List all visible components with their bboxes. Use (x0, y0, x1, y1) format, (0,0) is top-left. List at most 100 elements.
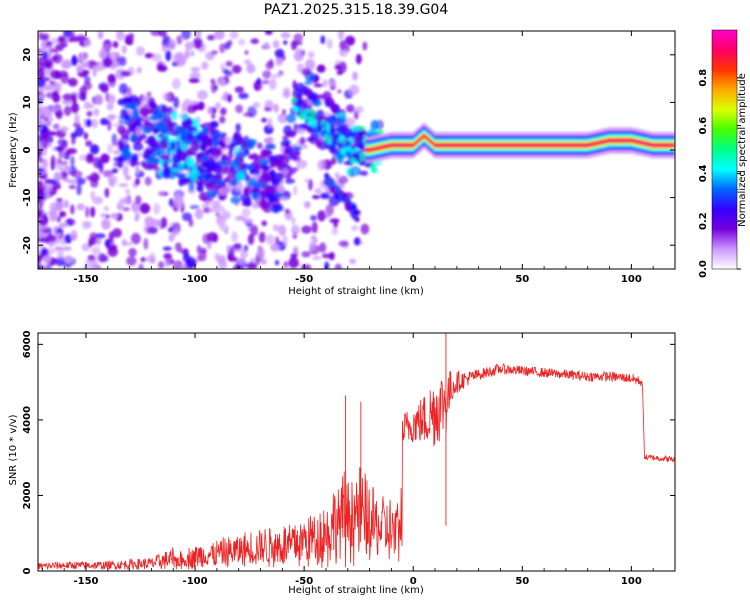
spectrogram-noise-blob (122, 165, 129, 177)
spectrogram-noise-blob (150, 31, 161, 37)
spectrogram-ridge-core (439, 139, 675, 146)
colorbar-ticks: 0.0 0.2 0.4 0.6 0.8 (698, 69, 741, 278)
spectrogram-noise-blob (280, 32, 291, 39)
spectrogram-noise-blob (38, 181, 44, 193)
spectrogram-noise-blob (42, 158, 49, 169)
spectrogram-noise-blob (151, 53, 162, 62)
spectrogram-noise-blob (171, 78, 181, 90)
colorbar-bar (711, 29, 738, 270)
spectrogram-noise-blob (261, 220, 268, 227)
spectrogram-noise-blob (261, 117, 268, 123)
x-tick-label: -100 (183, 274, 208, 285)
spectrogram-ridge-blob (152, 109, 161, 114)
spectrogram-noise-blob (210, 113, 216, 119)
spectrogram-ridge-blob (322, 79, 328, 88)
spectrogram-ridge-blob (163, 165, 171, 176)
spectrogram-ridge-blob (346, 167, 352, 177)
spectrogram-noise-blob (283, 261, 288, 269)
spectrogram-noise-blob (59, 144, 66, 152)
spectrogram-ridge-blob (256, 142, 263, 149)
spectrogram-noise-blob (181, 212, 193, 222)
spectrogram-streak-blob (325, 122, 331, 129)
spectrogram-noise-blob (311, 221, 318, 234)
spectrogram-noise-blob (74, 113, 80, 125)
spectrogram-ridge-blob (371, 167, 378, 174)
spectrogram-noise-blob (220, 78, 227, 87)
spectrogram-noise-blob (231, 64, 242, 74)
spectrogram-noise-blob (118, 83, 128, 95)
spectrogram-noise-blob (235, 104, 244, 114)
spectrogram-noise-blob (68, 184, 77, 190)
spectrogram-noise-blob (68, 179, 77, 185)
spectrogram-noise-blob (70, 204, 75, 215)
spectrogram-noise-blob (134, 177, 140, 186)
spectrogram-streak-blob (330, 179, 336, 186)
spectrogram-noise-blob (219, 224, 230, 232)
spectrogram-ridge-blob (199, 144, 206, 151)
spectrogram-ridge-blob (258, 191, 266, 196)
spectrogram-noise-blob (157, 261, 165, 269)
spectrogram-noise-blob (77, 34, 86, 40)
spectrogram-noise-blob (345, 104, 355, 113)
spectrogram-noise-blob (210, 50, 218, 55)
spectrogram-noise-blob (107, 175, 118, 185)
spectrogram-ridge-blob (131, 161, 141, 167)
spectrogram-noise-blob (111, 168, 119, 174)
spectrogram-ridge-blob (314, 94, 326, 99)
spectrogram-noise-blob (163, 253, 173, 260)
spectrogram-noise-blob (283, 40, 288, 45)
spectrogram-noise-blob (217, 215, 224, 224)
spectrogram-ridge-blob (159, 154, 171, 161)
x-tick-label: 100 (621, 576, 642, 587)
spectrogram-noise-blob (162, 246, 172, 251)
spectrogram-noise-blob (80, 53, 87, 61)
spectrogram-noise-blob (226, 93, 233, 103)
spectrogram-ridge-blob (135, 126, 142, 137)
spectrogram-ridge-blob (264, 144, 276, 150)
spectrogram-noise-blob (75, 177, 86, 186)
spectrogram-streak-blob (316, 115, 322, 122)
spectrogram-ridge-blob (180, 114, 189, 121)
spectrogram-noise-blob (227, 249, 235, 260)
spectrogram-noise-blob (293, 185, 298, 196)
spectrogram-noise-blob (40, 249, 49, 257)
spectrogram-ridge-blob (129, 102, 138, 110)
spectrogram-noise-blob (59, 165, 64, 173)
spectrogram-noise-blob (140, 257, 147, 262)
spectrogram-noise-blob (126, 256, 137, 266)
spectrogram-noise-blob (96, 159, 104, 170)
spectrogram-noise-blob (281, 109, 286, 116)
spectrogram-noise-blob (318, 64, 324, 72)
spectrogram-ridge-blob (202, 160, 211, 169)
spectrogram-noise-blob (219, 107, 227, 116)
spectrogram-ridge-blob (212, 132, 223, 139)
spectrogram-ridge-blob (190, 142, 200, 151)
spectrogram-noise-blob (38, 67, 46, 79)
spectrogram-noise-blob (300, 264, 312, 269)
spectrogram-noise-blob (90, 190, 95, 200)
spectrogram-ridge-blob (243, 185, 253, 196)
spectrogram-noise-blob (38, 140, 43, 151)
spectrogram-noise-blob (81, 243, 91, 252)
spectrogram-ridge-blob (204, 174, 210, 181)
colorbar-tick-label: 0.8 (698, 69, 709, 87)
spectrogram-noise-blob (205, 200, 211, 206)
chart-title: PAZ1.2025.315.18.39.G04 (264, 2, 449, 18)
spectrogram-noise-blob (190, 66, 201, 72)
snr-panel: -150 -100 -50 0 50 100 0 2000 4000 6000 Height o… (8, 330, 676, 596)
spectrogram-ridge-blob (279, 155, 290, 166)
spectrogram-noise-blob (243, 59, 252, 65)
spectrogram-noise-blob (250, 224, 259, 237)
spectrogram-noise-blob (92, 196, 104, 205)
x-tick-label: -150 (73, 576, 98, 587)
spectrogram-ridge-band (365, 131, 675, 155)
snr-frame (37, 332, 676, 572)
spectrogram-noise-blob (282, 87, 291, 96)
spectrogram-noise-blob (101, 44, 112, 51)
spectrogram-noise-blob (106, 243, 118, 251)
spectrogram-streak-blob (309, 109, 315, 116)
spectrogram-noise-blob (296, 159, 308, 169)
spectrogram-ridge-blob (282, 135, 289, 141)
spectrogram-noise-blob (146, 226, 156, 234)
spectrogram-ridge-blob (176, 172, 186, 179)
